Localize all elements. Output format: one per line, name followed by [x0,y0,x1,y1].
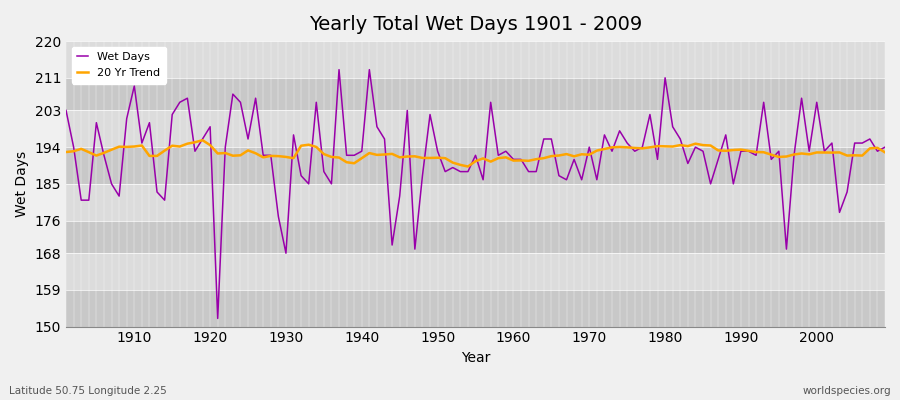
20 Yr Trend [122,144,132,149]
Bar [66,41,885,78]
20 Yr Trend [60,150,71,154]
Text: worldspecies.org: worldspecies.org [803,386,891,396]
Wet Days [334,67,345,72]
Bar [66,110,885,147]
Line: 20 Yr Trend: 20 Yr Trend [66,140,885,166]
Legend: Wet Days, 20 Yr Trend: Wet Days, 20 Yr Trend [72,47,166,84]
20 Yr Trend [879,150,890,155]
Wet Days [879,145,890,150]
Wet Days [516,157,526,162]
20 Yr Trend [614,144,625,149]
Y-axis label: Wet Days: Wet Days [15,151,29,217]
Wet Days [122,116,132,121]
20 Yr Trend [296,143,307,148]
20 Yr Trend [341,160,352,165]
Wet Days [523,169,534,174]
Title: Yearly Total Wet Days 1901 - 2009: Yearly Total Wet Days 1901 - 2009 [309,15,642,34]
Text: Latitude 50.75 Longitude 2.25: Latitude 50.75 Longitude 2.25 [9,386,166,396]
Bar [66,184,885,220]
Bar [66,290,885,326]
Wet Days [212,316,223,321]
Bar [66,220,885,253]
Wet Days [614,128,625,133]
20 Yr Trend [523,158,534,163]
Bar [66,253,885,290]
Line: Wet Days: Wet Days [66,70,885,318]
Bar [66,147,885,184]
X-axis label: Year: Year [461,351,491,365]
Wet Days [296,173,307,178]
Bar [66,78,885,110]
20 Yr Trend [197,138,208,143]
20 Yr Trend [463,164,473,169]
20 Yr Trend [516,158,526,163]
Wet Days [60,108,71,113]
Wet Days [349,153,360,158]
